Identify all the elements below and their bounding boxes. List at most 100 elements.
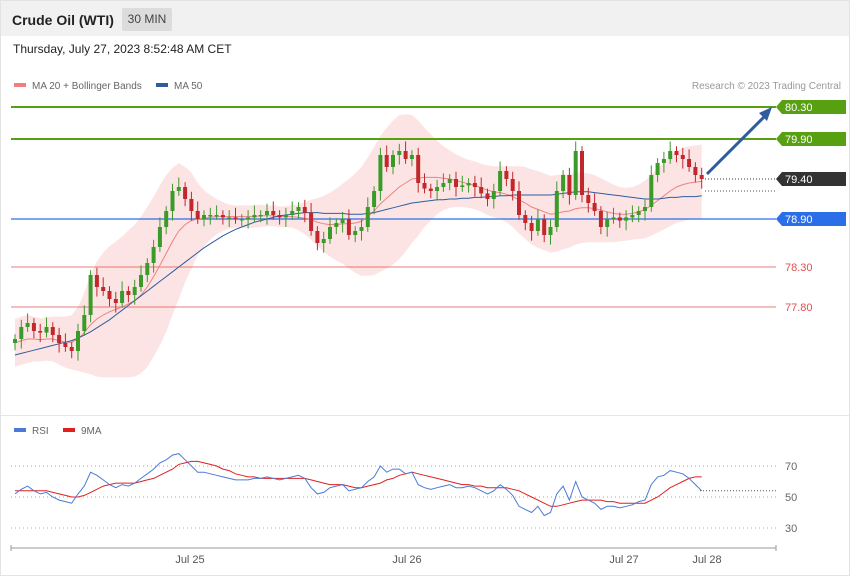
- candle-bullish: [321, 239, 326, 243]
- rsi-tick-30: 30: [785, 523, 797, 535]
- ma20-line: [14, 176, 702, 344]
- level-label-80.30: 80.30: [785, 102, 813, 114]
- candle-bearish: [57, 335, 62, 343]
- candle-bullish: [554, 191, 559, 227]
- candle-bullish: [19, 327, 24, 339]
- copyright-credit: Research © 2023 Trading Central: [691, 81, 841, 92]
- level-label-77.80: 77.80: [785, 302, 813, 314]
- candle-bearish: [183, 187, 188, 199]
- candle-bullish: [82, 315, 87, 331]
- candle-bearish: [687, 159, 692, 167]
- rsi-line: [14, 453, 703, 517]
- candle-bullish: [132, 287, 137, 295]
- x-tick-label: Jul 28: [692, 554, 721, 566]
- candle-bullish: [573, 151, 578, 195]
- candle-bullish: [441, 183, 446, 187]
- candle-bullish: [397, 151, 402, 155]
- level-tag-79.40: [776, 172, 846, 186]
- candle-bearish: [403, 151, 408, 159]
- candle-bullish: [290, 211, 295, 215]
- candle-bullish: [227, 217, 232, 219]
- legend-ma50: MA 50: [156, 81, 202, 92]
- candle-bearish: [271, 211, 276, 215]
- ma20-legend-label: MA 20 + Bollinger Bands: [32, 81, 142, 92]
- candle-bearish: [567, 175, 572, 195]
- ma50-legend-label: MA 50: [174, 81, 203, 92]
- candle-bullish: [636, 211, 641, 215]
- projection-arrow-head: [759, 107, 772, 121]
- ma50-swatch: [156, 83, 168, 88]
- chart-header: Crude Oil (WTI) 30 MIN: [1, 1, 849, 36]
- candle-bullish: [239, 219, 244, 221]
- candle-bullish: [246, 217, 251, 219]
- candle-bearish: [699, 175, 704, 179]
- candle-bullish: [164, 211, 169, 227]
- rsi-tick-50: 50: [785, 492, 797, 504]
- candle-bearish: [189, 199, 194, 211]
- candle-bullish: [208, 215, 213, 217]
- candle-bullish: [649, 175, 654, 207]
- candle-bearish: [485, 193, 490, 199]
- rsi-swatch: [14, 428, 26, 433]
- candle-bearish: [674, 151, 679, 155]
- bollinger-band: [15, 114, 702, 378]
- candle-bullish: [535, 219, 540, 231]
- rsi-legend-label: RSI: [32, 426, 49, 437]
- legend-rsi: RSI: [14, 426, 49, 437]
- level-tag-78.90: [776, 212, 846, 226]
- candle-bearish: [346, 219, 351, 235]
- candle-bearish: [693, 167, 698, 175]
- timeframe-badge[interactable]: 30 MIN: [122, 8, 172, 31]
- candle-bullish: [668, 151, 673, 159]
- candle-bullish: [252, 215, 257, 218]
- candle-bullish: [372, 191, 377, 207]
- candle-bearish: [107, 291, 112, 299]
- candle-bullish: [25, 323, 30, 327]
- candle-bullish: [466, 183, 471, 186]
- candle-bullish: [353, 231, 358, 235]
- candle-bearish: [510, 179, 515, 191]
- candle-bearish: [542, 219, 547, 235]
- candle-bearish: [598, 211, 603, 227]
- candle-bearish: [428, 188, 433, 191]
- candle-bullish: [328, 227, 332, 239]
- candle-bullish: [88, 275, 93, 315]
- level-tag-80.30: [776, 100, 846, 114]
- level-label-79.40: 79.40: [785, 174, 813, 186]
- level-label-79.90: 79.90: [785, 134, 813, 146]
- candle-bullish: [548, 227, 553, 235]
- candle-bearish: [504, 171, 509, 179]
- candle-bearish: [315, 231, 320, 243]
- candle-bullish: [157, 227, 162, 247]
- candle-bearish: [63, 343, 68, 347]
- candle-bearish: [195, 211, 200, 219]
- candle-bearish: [220, 215, 225, 218]
- candle-bullish: [611, 217, 616, 219]
- candle-bullish: [176, 187, 181, 191]
- candle-bullish: [13, 339, 17, 343]
- candle-bearish: [472, 183, 477, 187]
- candle-bearish: [69, 347, 74, 351]
- candle-bullish: [120, 291, 125, 303]
- candle-bearish: [94, 275, 99, 287]
- candles-group: [13, 141, 704, 361]
- candle-bullish: [202, 215, 206, 219]
- candle-bearish: [113, 299, 118, 303]
- candle-bearish: [479, 187, 484, 194]
- candle-bullish: [214, 215, 219, 217]
- candle-bullish: [151, 247, 156, 263]
- candle-bearish: [517, 191, 521, 215]
- candle-bearish: [422, 183, 427, 189]
- candle-bullish: [145, 263, 150, 275]
- candle-bullish: [76, 331, 80, 351]
- candle-bullish: [447, 179, 452, 183]
- candle-bearish: [101, 287, 106, 291]
- level-label-78.30: 78.30: [785, 262, 813, 274]
- candle-bullish: [296, 207, 301, 211]
- candle-bullish: [265, 211, 269, 215]
- candle-bearish: [309, 212, 314, 231]
- candle-bullish: [359, 227, 364, 231]
- candle-bullish: [561, 175, 566, 191]
- projection-arrow-shaft: [705, 114, 767, 176]
